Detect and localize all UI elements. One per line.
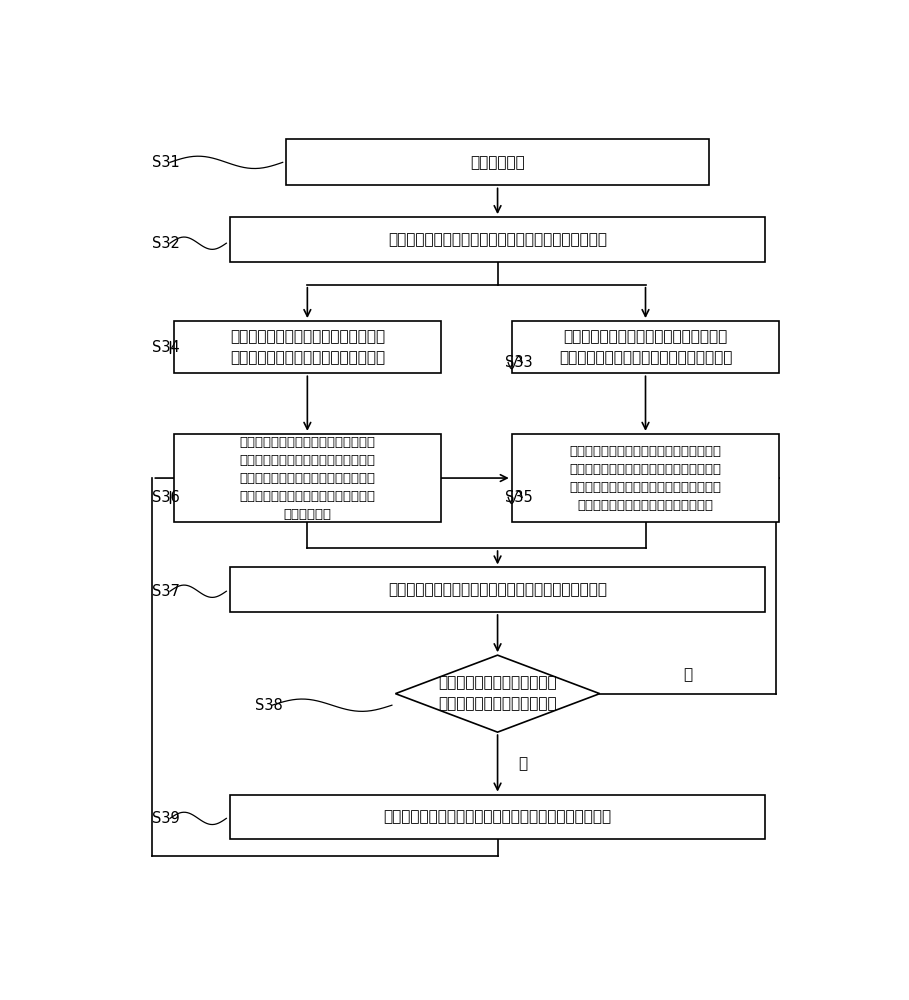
Text: 判断重新获取的室内二氧化碳
浓度是否大于或等于预设浓度: 判断重新获取的室内二氧化碳 浓度是否大于或等于预设浓度 — [438, 676, 557, 712]
FancyBboxPatch shape — [174, 434, 441, 522]
Polygon shape — [395, 655, 600, 732]
Text: 控制上下出风空调器退出新风模式，并进入正常模式运行: 控制上下出风空调器退出新风模式，并进入正常模式运行 — [384, 809, 612, 824]
Text: 当空调器运行特定时长后，重新获取室内二氧化碳浓度: 当空调器运行特定时长后，重新获取室内二氧化碳浓度 — [388, 582, 607, 597]
Text: 控制空调室外新风阀关闭，并将所述下
风口设置为上下出风空调器的回风口，
将所述上风口设置为上下出风空调器的
送风口，同时调整室内电机出风转向所
述上风口位置: 控制空调室外新风阀关闭，并将所述下 风口设置为上下出风空调器的回风口， 将所述上… — [239, 436, 375, 521]
FancyBboxPatch shape — [512, 321, 779, 373]
Text: 当控制指令为开启新风功能时，获取室内二氧化碳浓度: 当控制指令为开启新风功能时，获取室内二氧化碳浓度 — [388, 232, 607, 247]
Text: S36: S36 — [153, 490, 180, 505]
Text: S33: S33 — [504, 355, 533, 370]
Text: 是: 是 — [684, 667, 693, 682]
Text: S34: S34 — [153, 340, 180, 355]
FancyBboxPatch shape — [512, 434, 779, 522]
Text: 否: 否 — [519, 756, 528, 771]
FancyBboxPatch shape — [230, 567, 765, 612]
Text: S35: S35 — [504, 490, 533, 505]
Text: S37: S37 — [153, 584, 180, 599]
FancyBboxPatch shape — [286, 139, 709, 185]
Text: 接收控制指令: 接收控制指令 — [470, 155, 524, 170]
FancyBboxPatch shape — [230, 217, 765, 262]
Text: S32: S32 — [153, 236, 180, 251]
Text: S38: S38 — [255, 698, 283, 713]
Text: 当室内二氧化碳浓度小于预设浓度时，
控制上下出风空调器进入正常模式运行: 当室内二氧化碳浓度小于预设浓度时， 控制上下出风空调器进入正常模式运行 — [230, 329, 385, 365]
Text: S31: S31 — [153, 155, 180, 170]
Text: S39: S39 — [153, 811, 180, 826]
Text: 控制空调室外新风阀打开，并将所述下风口
设置为上下出风空调器的送风口，将所述上
风口设置为上下出风空调器的回风口，同时
调整室内电机出风转向所述下风口位置: 控制空调室外新风阀打开，并将所述下风口 设置为上下出风空调器的送风口，将所述上 … — [570, 445, 722, 512]
FancyBboxPatch shape — [174, 321, 441, 373]
Text: 当室内二氧化碳浓度大于或等于预设浓度
时，控制上下出风空调器进入新风模式运行: 当室内二氧化碳浓度大于或等于预设浓度 时，控制上下出风空调器进入新风模式运行 — [559, 329, 732, 365]
FancyBboxPatch shape — [230, 795, 765, 839]
